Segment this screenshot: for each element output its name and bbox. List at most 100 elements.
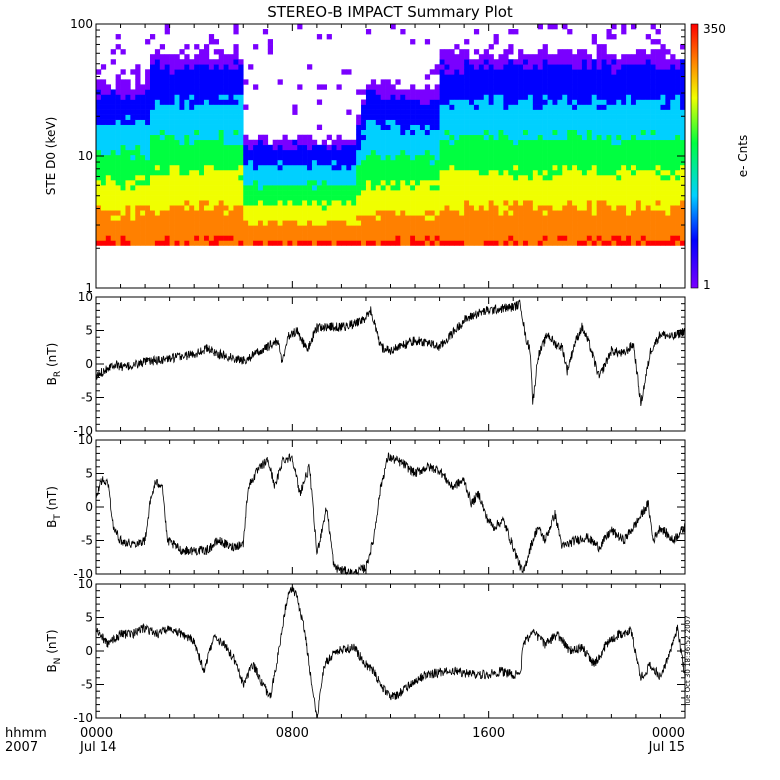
heatmap-cell	[680, 200, 686, 206]
heatmap-cell	[518, 84, 524, 90]
heatmap-cell	[655, 129, 661, 136]
heatmap-cell	[100, 89, 107, 95]
heatmap-cell	[267, 210, 273, 216]
heatmap-cell	[660, 225, 666, 231]
heatmap-cell	[439, 154, 445, 161]
heatmap-cell	[444, 74, 450, 80]
heatmap-cell	[223, 205, 229, 211]
heatmap-cell	[611, 134, 617, 141]
heatmap-cell	[272, 180, 278, 186]
heatmap-cell	[434, 114, 440, 120]
heatmap-cell	[233, 220, 239, 226]
heatmap-cell	[454, 54, 460, 60]
heatmap-cell	[527, 180, 534, 186]
heatmap-cell	[655, 109, 661, 115]
heatmap-cell	[341, 144, 347, 151]
heatmap-cell	[635, 225, 642, 231]
heatmap-cell	[238, 139, 244, 146]
heatmap-cell	[410, 169, 416, 176]
heatmap-cell	[218, 64, 224, 70]
heatmap-cell	[655, 159, 661, 166]
heatmap-cell	[621, 59, 627, 65]
heatmap-cell	[213, 49, 220, 55]
heatmap-cell	[473, 59, 480, 65]
heatmap-cell	[223, 154, 229, 161]
heatmap-cell	[96, 79, 102, 85]
heatmap-cell	[297, 149, 303, 156]
heatmap-cell	[390, 175, 396, 181]
heatmap-cell	[537, 195, 543, 201]
heatmap-cell	[194, 220, 200, 226]
heatmap-cell	[361, 210, 367, 216]
heatmap-cell	[179, 104, 185, 110]
heatmap-cell	[135, 144, 141, 151]
heatmap-cell	[493, 154, 499, 161]
heatmap-cell	[199, 54, 205, 60]
heatmap-cell	[282, 235, 288, 241]
heatmap-cell	[189, 154, 195, 161]
heatmap-cell	[179, 134, 185, 141]
heatmap-cell	[645, 159, 651, 166]
heatmap-cell	[616, 215, 622, 221]
y-tick-label: 5	[85, 324, 93, 338]
heatmap-cell	[105, 195, 112, 201]
heatmap-cell	[130, 154, 136, 161]
heatmap-cell	[267, 175, 273, 181]
heatmap-cell	[213, 175, 220, 181]
heatmap-cell	[645, 185, 651, 191]
heatmap-cell	[149, 169, 156, 176]
heatmap-cell	[292, 104, 298, 110]
heatmap-cell	[203, 119, 210, 125]
heatmap-cell	[444, 200, 450, 206]
heatmap-cell	[424, 210, 431, 216]
heatmap-cell	[174, 74, 180, 80]
heatmap-cell	[253, 240, 259, 246]
heatmap-cell	[203, 230, 210, 236]
heatmap-cell	[611, 185, 617, 191]
heatmap-cell	[115, 235, 121, 241]
heatmap-cell	[596, 230, 602, 236]
heatmap-cell	[282, 175, 288, 181]
heatmap-cell	[331, 230, 337, 236]
heatmap-cell	[120, 200, 126, 206]
heatmap-cell	[174, 79, 180, 85]
heatmap-cell	[326, 190, 332, 196]
heatmap-cell	[449, 89, 455, 95]
heatmap-cell	[542, 49, 548, 55]
heatmap-cell	[361, 149, 367, 156]
heatmap-cell	[572, 149, 578, 156]
heatmap-cell	[262, 185, 269, 191]
heatmap-cell	[670, 134, 676, 141]
heatmap-cell	[527, 104, 534, 110]
heatmap-cell	[601, 240, 607, 246]
heatmap-cell	[115, 210, 121, 216]
heatmap-cell	[429, 220, 435, 226]
heatmap-cell	[606, 84, 612, 90]
heatmap-cell	[552, 64, 558, 70]
x-tick-label: 1600	[472, 726, 505, 741]
heatmap-cell	[562, 144, 568, 151]
heatmap-cell	[341, 154, 347, 161]
heatmap-cell	[164, 164, 170, 171]
heatmap-cell	[523, 195, 529, 201]
heatmap-cell	[591, 134, 597, 141]
heatmap-cell	[248, 190, 254, 196]
heatmap-cell	[159, 59, 166, 65]
heatmap-cell	[606, 225, 612, 231]
heatmap-cell	[135, 240, 141, 246]
heatmap-cell	[621, 180, 627, 186]
heatmap-cell	[218, 59, 224, 65]
heatmap-cell	[233, 175, 239, 181]
heatmap-cell	[493, 205, 499, 211]
heatmap-cell	[282, 159, 288, 166]
heatmap-cell	[145, 159, 151, 166]
heatmap-cell	[380, 134, 386, 141]
heatmap-cell	[199, 225, 205, 231]
heatmap-cell	[581, 144, 588, 151]
heatmap-cell	[243, 175, 249, 181]
heatmap-cell	[233, 59, 239, 65]
heatmap-cell	[130, 69, 136, 75]
heatmap-cell	[169, 144, 175, 151]
heatmap-cell	[459, 235, 465, 241]
heatmap-cell	[508, 79, 514, 85]
